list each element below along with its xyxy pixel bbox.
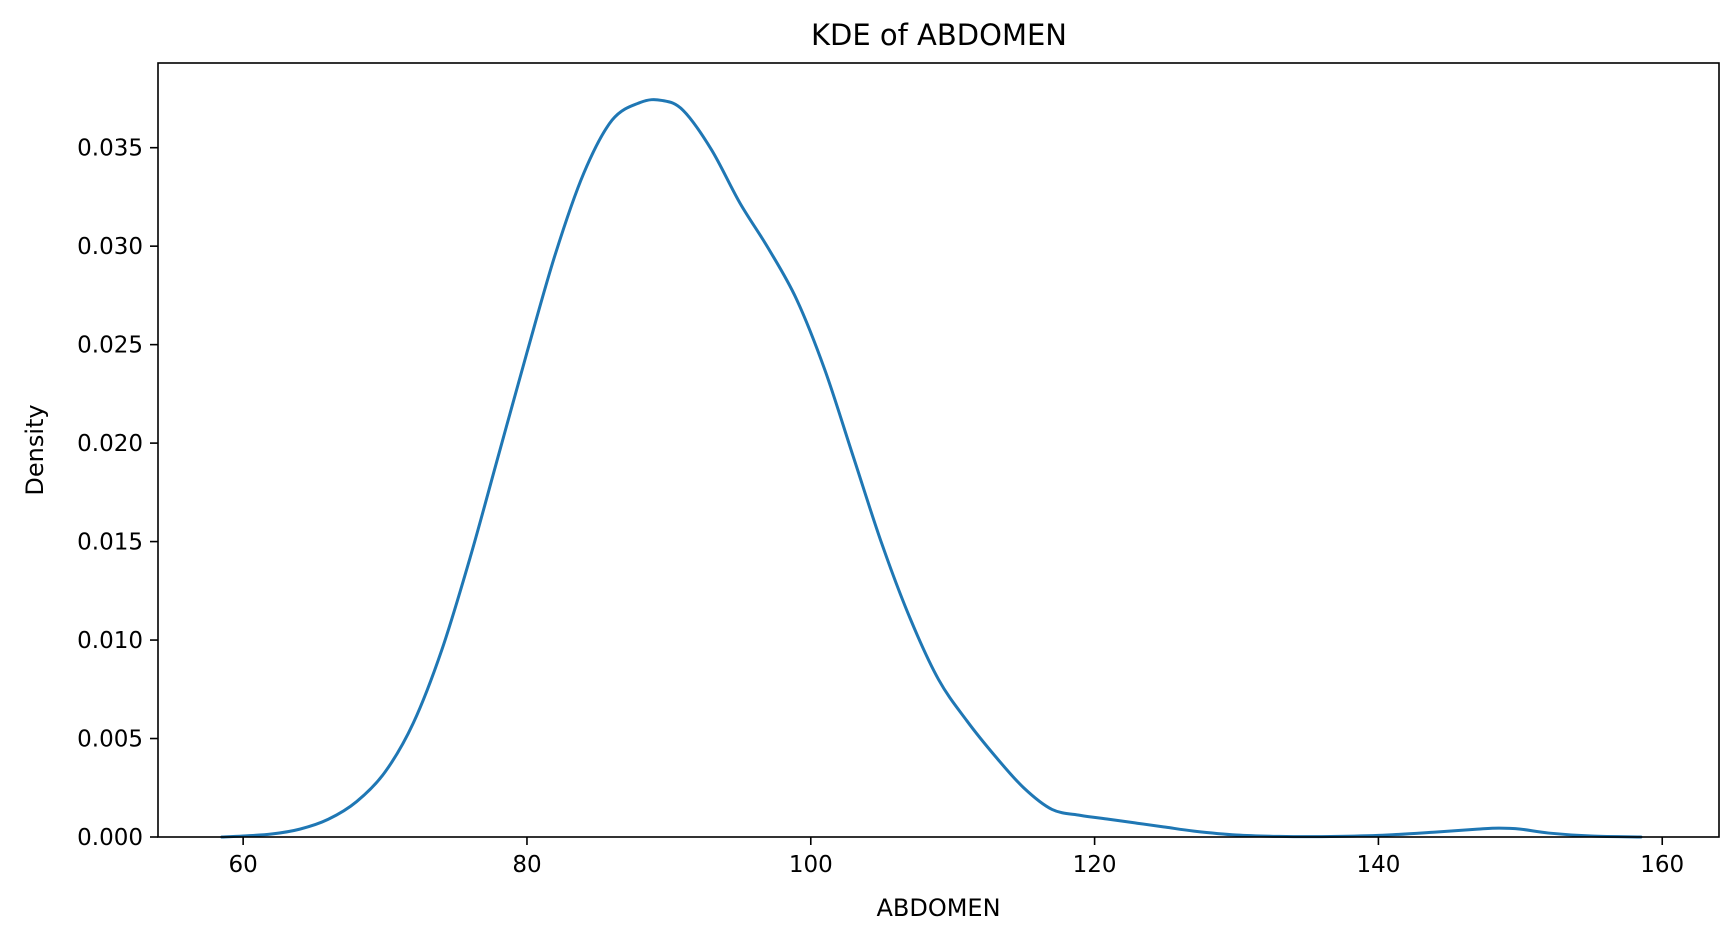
y-tick-label: 0.020	[77, 431, 143, 457]
y-tick-label: 0.035	[77, 136, 143, 162]
kde-density-line	[220, 98, 1643, 839]
x-tick-label: 80	[512, 852, 541, 878]
x-tick-label: 100	[789, 852, 833, 878]
x-tick-label: 60	[229, 852, 258, 878]
y-tick-label: 0.025	[77, 333, 143, 359]
x-tick-label: 140	[1356, 852, 1400, 878]
y-tick-label: 0.000	[77, 825, 143, 851]
plot-frame	[157, 62, 1720, 838]
x-axis-ticks: 60 80 100 120 140 160	[229, 837, 1684, 878]
y-tick-label: 0.030	[77, 234, 143, 260]
x-axis-label: ABDOMEN	[876, 894, 1000, 922]
y-tick-label: 0.010	[77, 628, 143, 654]
chart-title: KDE of ABDOMEN	[811, 18, 1067, 52]
series-layer	[220, 98, 1643, 839]
y-tick-label: 0.015	[77, 530, 143, 556]
y-axis-ticks: 0.000 0.005 0.010 0.015 0.020 0.025 0.030 0.035	[77, 136, 158, 851]
x-tick-label: 120	[1073, 852, 1117, 878]
x-tick-label: 160	[1640, 852, 1684, 878]
y-axis-label: Density	[21, 404, 49, 495]
y-tick-label: 0.005	[77, 727, 143, 753]
